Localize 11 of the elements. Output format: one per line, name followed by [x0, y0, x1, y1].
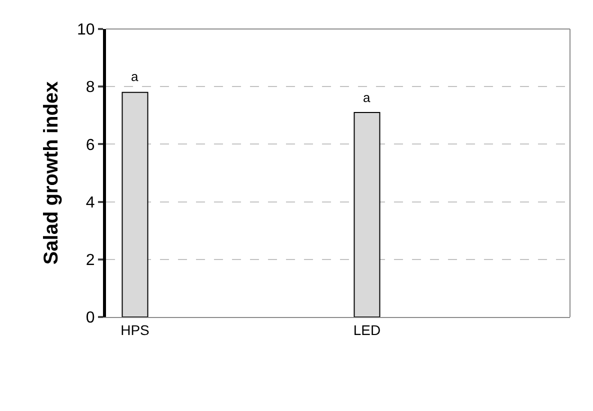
x-tick-label: HPS — [120, 322, 150, 338]
y-axis-title: Salad growth index — [40, 81, 63, 265]
y-tick-label: 0 — [86, 310, 95, 327]
annotation: a — [363, 90, 371, 105]
annotation: a — [131, 69, 139, 84]
x-tick-label: LED — [353, 322, 381, 338]
y-tick-label: 6 — [86, 136, 95, 154]
y-tick-label: 8 — [86, 79, 95, 96]
y-tick-label: 4 — [86, 194, 95, 212]
y-tick-label: 10 — [77, 22, 95, 39]
y-tick-label: 2 — [86, 252, 95, 269]
